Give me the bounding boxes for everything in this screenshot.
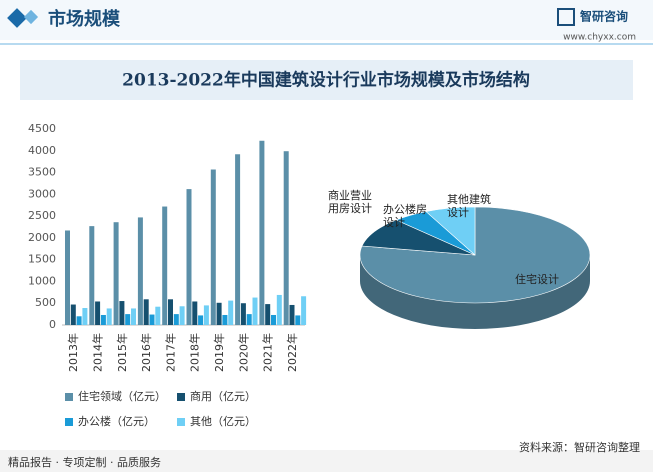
bar xyxy=(301,296,307,325)
bar xyxy=(186,189,192,325)
bar xyxy=(192,301,198,325)
x-tick-label: 2016年 xyxy=(139,333,153,372)
legend-swatch xyxy=(177,393,185,401)
source: 资料来源：智研咨询整理 xyxy=(519,440,640,454)
bar xyxy=(283,151,289,325)
bar xyxy=(179,306,185,325)
bar xyxy=(198,315,204,325)
y-tick-label: 4000 xyxy=(28,144,56,157)
bar xyxy=(82,308,88,325)
y-tick-label: 500 xyxy=(35,296,56,309)
bar xyxy=(252,297,258,325)
bar xyxy=(137,217,143,325)
legend-swatch xyxy=(65,393,73,401)
pie-slice xyxy=(361,219,476,256)
legend-swatch xyxy=(65,418,73,426)
bar xyxy=(240,303,246,325)
url: www.chyxx.com xyxy=(563,33,636,43)
bar xyxy=(143,299,149,325)
title-bg xyxy=(20,60,633,100)
bar xyxy=(246,314,252,325)
header-bg xyxy=(0,0,653,40)
bar xyxy=(106,308,112,325)
bar xyxy=(168,299,173,325)
pie-side xyxy=(360,255,590,329)
bar xyxy=(70,304,76,325)
bar xyxy=(203,305,209,325)
y-tick-label: 1500 xyxy=(28,253,56,266)
pie-label: 其他建筑设计 xyxy=(447,193,491,219)
bar xyxy=(289,304,295,325)
y-tick-label: 2000 xyxy=(28,231,56,244)
pie-label: 住宅设计 xyxy=(515,273,559,286)
x-tick-label: 2019年 xyxy=(212,333,226,372)
x-tick-label: 2020年 xyxy=(236,333,250,372)
legend-label: 商用（亿元） xyxy=(190,389,256,403)
chart-title: 2013-2022年中国建筑设计行业市场规模及市场结构 xyxy=(122,70,530,91)
legend-label: 住宅领域（亿元） xyxy=(78,389,166,403)
logo xyxy=(557,8,575,26)
slogan: 精品报告 · 专项定制 · 品质服务 xyxy=(8,455,161,469)
bar xyxy=(216,302,222,325)
y-tick-label: 1000 xyxy=(28,274,56,287)
bar xyxy=(113,222,119,325)
y-tick-label: 0 xyxy=(49,318,56,331)
x-tick-label: 2017年 xyxy=(163,333,177,372)
bar xyxy=(65,230,70,325)
y-tick-label: 3000 xyxy=(28,187,56,200)
bar xyxy=(100,314,106,325)
header-title: 市场规模 xyxy=(48,8,121,30)
x-tick-label: 2018年 xyxy=(188,333,202,372)
header-icon xyxy=(23,9,39,25)
bar xyxy=(265,304,271,325)
bar xyxy=(228,300,234,325)
bar xyxy=(149,314,155,325)
bar xyxy=(222,314,228,325)
brand: 智研咨询 xyxy=(579,9,628,24)
bar xyxy=(173,314,179,325)
legend-label: 其他（亿元） xyxy=(190,415,256,428)
bar xyxy=(95,301,101,325)
pie-label: 商业营业用房设计 xyxy=(328,189,372,215)
x-tick-label: 2015年 xyxy=(115,333,129,372)
bar xyxy=(76,316,82,325)
bar xyxy=(276,294,282,325)
x-tick-label: 2022年 xyxy=(285,333,299,372)
bar xyxy=(119,301,125,325)
bar xyxy=(89,226,95,325)
bar xyxy=(210,169,216,325)
bar xyxy=(155,306,161,325)
y-tick-label: 2500 xyxy=(28,209,56,222)
bar xyxy=(259,140,265,325)
header-icon xyxy=(7,8,27,28)
bar xyxy=(125,314,131,325)
bar xyxy=(271,314,276,325)
bar xyxy=(235,154,241,325)
x-tick-label: 2014年 xyxy=(90,333,104,372)
legend-label: 办公楼（亿元） xyxy=(78,414,155,428)
bar xyxy=(162,206,168,325)
legend-swatch xyxy=(177,418,185,426)
x-tick-label: 2021年 xyxy=(261,333,275,372)
y-tick-label: 3500 xyxy=(28,166,56,179)
bar xyxy=(131,308,136,325)
x-tick-label: 2013年 xyxy=(66,333,80,372)
footer-bg xyxy=(0,450,653,472)
bar xyxy=(295,315,301,325)
pie-slice xyxy=(425,206,476,256)
y-tick-label: 4500 xyxy=(28,122,56,135)
pie-label: 办公楼房设计 xyxy=(383,203,427,229)
